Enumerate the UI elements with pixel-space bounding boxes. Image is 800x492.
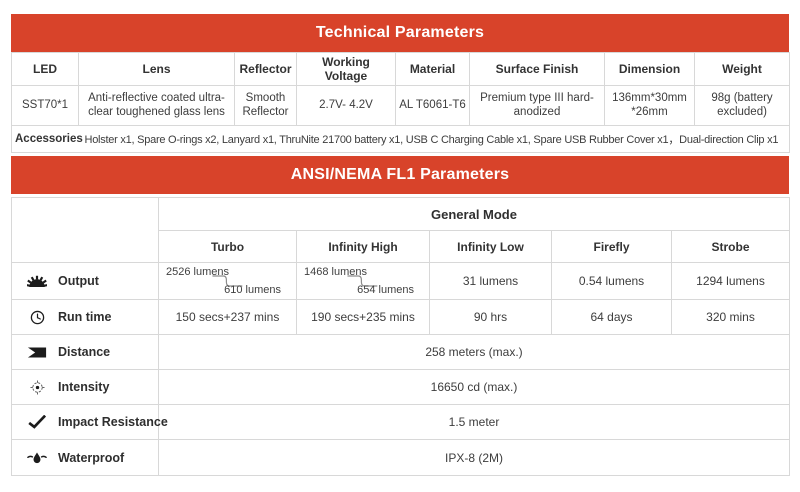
- tech-col-working-voltage: Working Voltage: [296, 52, 396, 86]
- intensity-value: 16650 cd (max.): [158, 369, 790, 405]
- step-down-connector: [211, 275, 242, 287]
- output-label-cell: Output: [11, 262, 159, 300]
- accessories-row: Accessories Holster x1, Spare O-rings x2…: [11, 125, 790, 153]
- runtime-strobe-cell: 320 mins: [671, 299, 790, 335]
- distance-label-cell: Distance: [11, 334, 159, 370]
- runtime-infinity-high-cell: 190 secs+235 mins: [296, 299, 430, 335]
- technical-parameters-table: LED Lens Reflector Working Voltage Mater…: [11, 52, 790, 153]
- clock-icon: [27, 310, 47, 325]
- crosshair-icon: [27, 379, 47, 395]
- impact-resistance-label-cell: Impact Resistance: [11, 404, 168, 440]
- general-mode-row: General Mode: [11, 197, 790, 263]
- tech-val-working-voltage: 2.7V- 4.2V: [296, 85, 396, 126]
- fl1-parameters-title: ANSI/NEMA FL1 Parameters: [290, 166, 510, 183]
- corner-cell: [11, 197, 159, 263]
- tech-values-row: SST70*1 Anti-reflective coated ultra-cle…: [11, 85, 790, 126]
- mode-names-row: Turbo Infinity High Infinity Low Firefly…: [12, 230, 790, 263]
- waterproof-row: Waterproof IPX-8 (2M): [11, 439, 790, 476]
- fl1-parameters-banner: ANSI/NEMA FL1 Parameters: [11, 156, 789, 194]
- tech-col-dimension: Dimension: [604, 52, 695, 86]
- run-time-label: Run time: [58, 310, 112, 324]
- output-turbo-start: 2526 lumens: [166, 266, 229, 278]
- step-down-connector: [347, 275, 378, 287]
- run-time-row: Run time 150 secs+237 mins 190 secs+235 …: [11, 299, 790, 335]
- waterproof-label: Waterproof: [58, 450, 125, 465]
- fl1-parameters-table: General Mode Turbo Infinity High Infinit…: [11, 197, 790, 476]
- tech-col-reflector: Reflector: [234, 52, 297, 86]
- intensity-label-cell: Intensity: [11, 369, 159, 405]
- output-firefly-cell: 0.54 lumens: [551, 262, 672, 300]
- accessories-value: Holster x1, Spare O-rings x2, Lanyard x1…: [78, 125, 790, 153]
- tech-val-weight: 98g (battery excluded): [694, 85, 790, 126]
- tech-col-surface-finish: Surface Finish: [469, 52, 605, 86]
- tech-col-weight: Weight: [694, 52, 790, 86]
- run-time-label-cell: Run time: [11, 299, 159, 335]
- output-infinity-low-cell: 31 lumens: [429, 262, 552, 300]
- mode-infinity-high: Infinity High: [296, 230, 430, 263]
- distance-label: Distance: [58, 345, 111, 359]
- tech-val-surface-finish: Premium type III hard-anodized: [469, 85, 605, 126]
- mode-infinity-low: Infinity Low: [429, 230, 552, 263]
- runtime-infinity-low-cell: 90 hrs: [429, 299, 552, 335]
- output-infinity-high-stepdown: 654 lumens: [357, 284, 414, 296]
- tech-val-dimension: 136mm*30mm *26mm: [604, 85, 695, 126]
- waterdrop-icon: [27, 451, 47, 465]
- technical-parameters-title: Technical Parameters: [315, 24, 485, 41]
- impact-resistance-label: Impact Resistance: [58, 415, 168, 429]
- pennant-icon: [27, 346, 47, 359]
- waterproof-value: IPX-8 (2M): [158, 439, 790, 476]
- tech-col-material: Material: [395, 52, 470, 86]
- tech-val-material: AL T6061-T6: [395, 85, 470, 126]
- tech-val-reflector: Smooth Reflector: [234, 85, 297, 126]
- impact-resistance-row: Impact Resistance 1.5 meter: [11, 404, 790, 440]
- mode-strobe: Strobe: [671, 230, 790, 263]
- tech-header-row: LED Lens Reflector Working Voltage Mater…: [11, 52, 790, 86]
- mode-turbo: Turbo: [158, 230, 297, 263]
- runtime-firefly-cell: 64 days: [551, 299, 672, 335]
- general-mode-header: General Mode: [158, 197, 790, 231]
- runtime-turbo-cell: 150 secs+237 mins: [158, 299, 297, 335]
- intensity-label: Intensity: [58, 380, 110, 394]
- distance-row: Distance 258 meters (max.): [11, 334, 790, 370]
- impact-resistance-value: 1.5 meter: [158, 404, 790, 440]
- output-row: Output 2526 lumens 610 lumens 1468 lumen…: [11, 262, 790, 300]
- tech-val-led: SST70*1: [11, 85, 79, 126]
- output-infinity-high-cell: 1468 lumens 654 lumens: [296, 262, 430, 300]
- output-label: Output: [58, 274, 99, 288]
- intensity-row: Intensity 16650 cd (max.): [11, 369, 790, 405]
- output-turbo-stepdown: 610 lumens: [224, 284, 281, 296]
- technical-parameters-banner: Technical Parameters: [11, 14, 789, 52]
- accessories-label: Accessories: [11, 125, 83, 153]
- output-strobe-cell: 1294 lumens: [671, 262, 790, 300]
- distance-value: 258 meters (max.): [158, 334, 790, 370]
- waterproof-label-cell: Waterproof: [11, 439, 159, 476]
- mode-firefly: Firefly: [551, 230, 672, 263]
- tech-col-lens: Lens: [78, 52, 235, 86]
- tech-val-lens: Anti-reflective coated ultra-clear tough…: [78, 85, 235, 126]
- checkmark-icon: [27, 415, 47, 429]
- tech-col-led: LED: [11, 52, 79, 86]
- half-gear-icon: [27, 275, 47, 288]
- output-turbo-cell: 2526 lumens 610 lumens: [158, 262, 297, 300]
- output-infinity-high-start: 1468 lumens: [304, 266, 367, 278]
